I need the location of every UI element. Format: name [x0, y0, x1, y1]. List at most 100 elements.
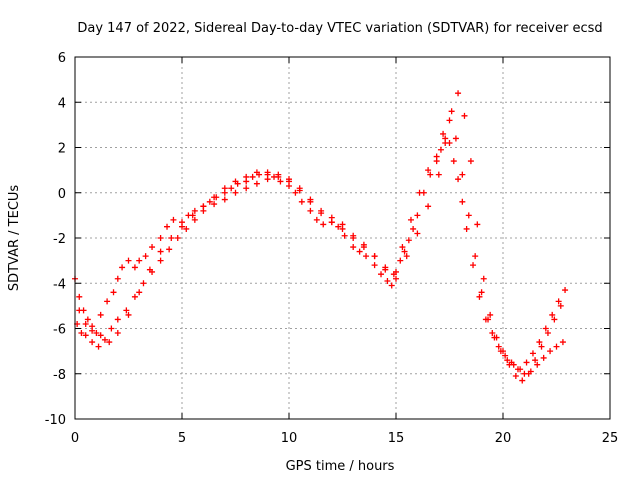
data-point: [427, 171, 434, 178]
y-tick-label: 4: [58, 96, 66, 111]
grid-lines: [75, 57, 610, 419]
data-point: [350, 235, 357, 241]
data-point: [517, 366, 524, 373]
data-point: [142, 253, 149, 260]
x-tick-label: 0: [71, 431, 79, 446]
data-point: [125, 257, 132, 264]
data-point: [557, 302, 564, 309]
data-point: [416, 189, 423, 196]
data-point: [183, 225, 190, 232]
data-point: [114, 275, 121, 282]
data-point: [425, 167, 432, 174]
data-point: [78, 330, 85, 337]
data-point: [371, 253, 378, 260]
data-point: [104, 298, 111, 305]
y-tick-label: 0: [58, 187, 66, 202]
data-point: [551, 316, 558, 323]
data-point: [286, 178, 292, 185]
data-point: [529, 350, 536, 357]
data-point: [480, 275, 487, 282]
data-point: [97, 332, 104, 339]
data-point: [371, 262, 378, 269]
data-point: [298, 198, 305, 205]
data-point: [435, 171, 442, 178]
data-point: [232, 178, 239, 185]
data-point: [146, 266, 153, 273]
data-point: [461, 112, 468, 119]
data-point: [136, 289, 143, 296]
data-point: [335, 223, 342, 230]
data-point: [465, 212, 472, 219]
y-tick-label: -2: [53, 232, 66, 247]
data-point: [534, 361, 541, 368]
data-point: [463, 225, 470, 232]
data-point: [95, 343, 102, 350]
data-point: [108, 325, 115, 332]
data-point: [448, 108, 455, 115]
data-point: [168, 235, 175, 241]
data-point: [414, 230, 421, 237]
data-point: [110, 289, 117, 296]
data-point: [470, 262, 477, 269]
data-point: [512, 373, 519, 380]
data-point: [123, 307, 130, 314]
data-point: [313, 216, 320, 223]
data-point: [76, 293, 83, 300]
data-point: [318, 210, 325, 217]
data-point: [525, 370, 532, 377]
data-point: [157, 248, 164, 255]
data-point: [125, 311, 132, 318]
data-point: [82, 332, 89, 339]
data-point: [549, 311, 556, 318]
data-point: [136, 257, 143, 264]
data-point: [97, 311, 104, 318]
data-point: [401, 248, 408, 255]
data-point: [399, 244, 406, 251]
data-point: [119, 264, 126, 271]
data-point: [307, 198, 314, 205]
data-point: [440, 130, 447, 137]
data-point: [341, 232, 348, 239]
y-tick-label: -8: [53, 368, 66, 383]
data-point: [384, 277, 391, 284]
chart-title: Day 147 of 2022, Sidereal Day-to-day VTE…: [77, 21, 602, 36]
x-tick-label: 5: [178, 431, 186, 446]
data-point: [410, 225, 417, 232]
data-point: [405, 237, 412, 244]
data-point: [307, 207, 314, 214]
data-point: [476, 293, 483, 300]
y-tick-label: 6: [58, 51, 66, 66]
data-point: [532, 357, 539, 364]
y-tick-label: -4: [53, 277, 66, 292]
data-point: [140, 280, 147, 287]
data-point: [485, 316, 492, 323]
data-point: [390, 271, 397, 278]
data-point: [264, 176, 271, 183]
data-point: [106, 339, 113, 346]
data-point: [538, 343, 545, 350]
data-point: [131, 264, 138, 271]
data-point: [474, 221, 481, 228]
data-point: [114, 316, 121, 323]
data-point: [114, 330, 121, 337]
data-point: [472, 253, 479, 260]
data-point: [540, 354, 547, 361]
data-point: [547, 348, 554, 355]
data-point: [397, 257, 404, 264]
axis-ticks: 0 5 10 15 20 25 -10 -8 -6 -4 -2 0 2 4 6: [45, 51, 619, 446]
data-point: [149, 244, 156, 251]
data-point: [455, 90, 462, 97]
data-point: [504, 357, 511, 364]
y-tick-label: -6: [53, 323, 66, 338]
data-point: [253, 180, 260, 187]
data-point: [455, 176, 462, 183]
x-tick-label: 25: [602, 431, 619, 446]
data-point: [489, 330, 496, 337]
data-point: [339, 225, 346, 232]
data-point: [442, 139, 449, 146]
data-point: [206, 198, 213, 205]
data-point: [495, 343, 502, 350]
data-point: [555, 298, 562, 305]
data-point: [363, 253, 370, 260]
x-tick-label: 15: [388, 431, 405, 446]
